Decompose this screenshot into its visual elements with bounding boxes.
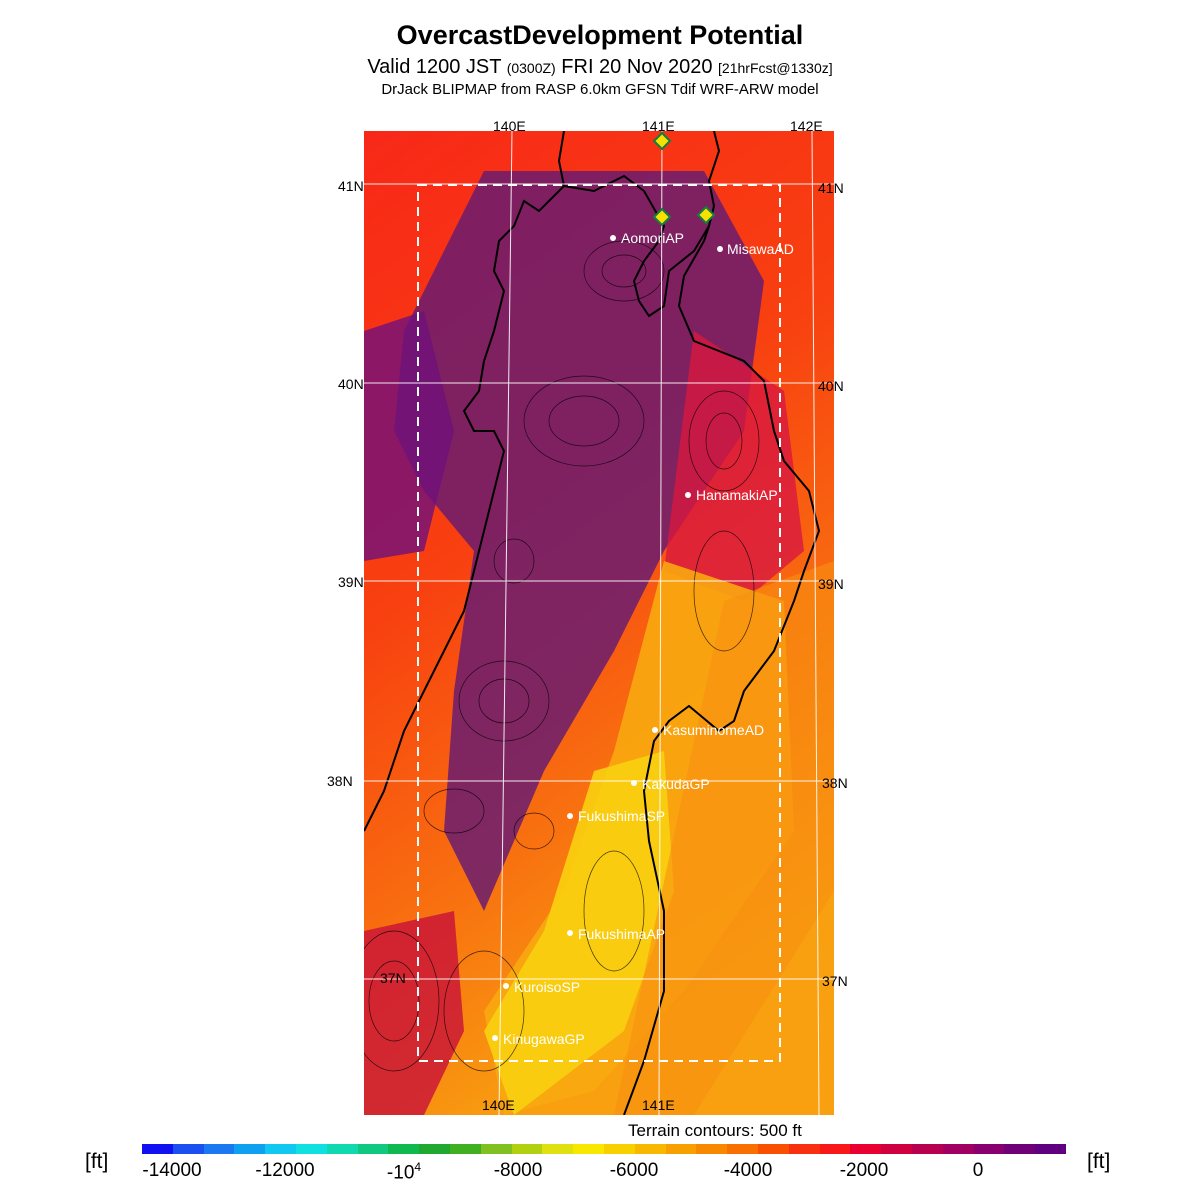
colorbar-swatch [850,1144,882,1154]
lat-label-38n-left: 38N [327,773,353,789]
lon-label-142e-top: 142E [790,118,823,134]
colorbar-tick-exponent: 4 [414,1160,422,1174]
colorbar-unit-left: [ft] [85,1150,109,1173]
station-kakudagp [631,780,637,786]
colorbar-swatch [388,1144,420,1154]
station-aomoriap [610,235,616,241]
station-label-kasuminomead: KasuminomeAD [663,722,764,738]
station-kuroisosp [503,983,509,989]
valid-date: FRI 20 Nov 2020 [561,56,713,78]
colorbar-tick-label: -6000 [609,1160,659,1181]
lon-label-141e-bottom: 141E [642,1097,675,1113]
colorbar-swatch [1004,1144,1036,1154]
lat-label-40n-right: 40N [818,378,844,394]
valid-time: Valid 1200 JST [367,56,502,78]
zulu-time: (0300Z) [506,60,556,76]
model-description: DrJack BLIPMAP from RASP 6.0km GFSN Tdif… [381,81,819,98]
map-subtitle: Valid 1200 JST (0300Z) FRI 20 Nov 2020 [… [0,56,1200,79]
colorbar-swatch [788,1144,820,1154]
colorbar-swatch [265,1144,296,1154]
colorbar-swatch [449,1144,481,1154]
colorbar-tick-label: -104 [387,1160,421,1184]
colorbar-swatch [419,1144,450,1154]
colorbar-tick-label: 0 [972,1160,984,1181]
colorbar-swatch [357,1144,389,1154]
colorbar-swatch [942,1144,974,1154]
colorbar [142,1144,1066,1154]
lat-label-41n-right: 41N [818,180,844,196]
colorbar-swatch [727,1144,758,1154]
yellow-interior [484,751,674,1115]
station-fukushimasp [567,813,573,819]
colorbar-tick-base: -10 [386,1162,415,1184]
station-label-hanamakiap: HanamakiAP [696,487,778,503]
station-label-misawaad: MisawaAD [727,241,794,257]
lat-label-37n-right: 37N [822,973,848,989]
colorbar-swatch [603,1144,635,1154]
colorbar-swatch [973,1144,1005,1154]
lat-label-40n-left: 40N [338,376,364,392]
hotspot-markers [652,131,716,227]
colorbar-swatch [295,1144,327,1154]
terrain-contours [364,240,760,1072]
red-band [664,331,804,601]
forecast-map: AomoriAP MisawaAD HanamakiAP KasuminomeA… [364,131,834,1115]
station-label-kakudagp: KakudaGP [642,776,710,792]
inner-domain-box [417,184,781,1062]
colorbar-tick-label: -4000 [723,1160,773,1181]
purple-west-zone [364,311,454,561]
lat-label-37n-left: 37N [380,970,406,986]
station-markers [492,235,723,1041]
colorbar-swatch [142,1144,173,1154]
station-fukushimaap [567,930,573,936]
station-label-kuroisosp: KuroisoSP [514,979,580,995]
colorbar-swatch [696,1144,728,1154]
forecast-run: [21hrFcst@1330z] [718,60,833,76]
colorbar-unit-right: [ft] [1087,1150,1111,1173]
terrain-contour-note: Terrain contours: 500 ft [628,1121,802,1140]
lon-label-140e-top: 140E [493,118,526,134]
colorbar-tick-label: -8000 [493,1160,543,1181]
colorbar-swatch [757,1144,789,1154]
colorbar-swatch [573,1144,604,1154]
station-label-kinugawagp: KinugawaGP [503,1031,585,1047]
colorbar-swatch [326,1144,358,1154]
lat-label-39n-right: 39N [818,576,844,592]
lat-label-41n-left: 41N [338,178,364,194]
coastline [364,131,821,1115]
colorbar-swatch [203,1144,235,1154]
colorbar-swatch [1035,1144,1066,1154]
colorbar-swatch [172,1144,204,1154]
colorbar-tick-label: -2000 [839,1160,889,1181]
colorbar-swatch [665,1144,697,1154]
lat-label-39n-left: 39N [338,574,364,590]
colorbar-swatch [511,1144,543,1154]
colorbar-swatch [911,1144,943,1154]
lon-label-141e-top: 141E [642,118,675,134]
map-title: OvercastDevelopment Potential [396,20,804,50]
colorbar-swatch [480,1144,512,1154]
lon-label-140e-bottom: 140E [482,1097,515,1113]
colorbar-tick-label: -12000 [255,1160,315,1181]
colorbar-swatch [234,1144,266,1154]
station-label-fukushimasp: FukushimaSP [578,808,665,824]
station-label-fukushimaap: FukushimaAP [578,926,665,942]
colorbar-swatch [634,1144,666,1154]
lat-label-38n-right: 38N [822,775,848,791]
colorbar-swatch [881,1144,912,1154]
colorbar-swatch [542,1144,574,1154]
station-hanamakiap [685,492,691,498]
station-misawaad [717,246,723,252]
colorbar-tick-label: -14000 [142,1160,202,1181]
station-kinugawagp [492,1035,498,1041]
station-label-aomoriap: AomoriAP [621,230,684,246]
colorbar-swatch [819,1144,851,1154]
station-kasuminomead [652,727,658,733]
